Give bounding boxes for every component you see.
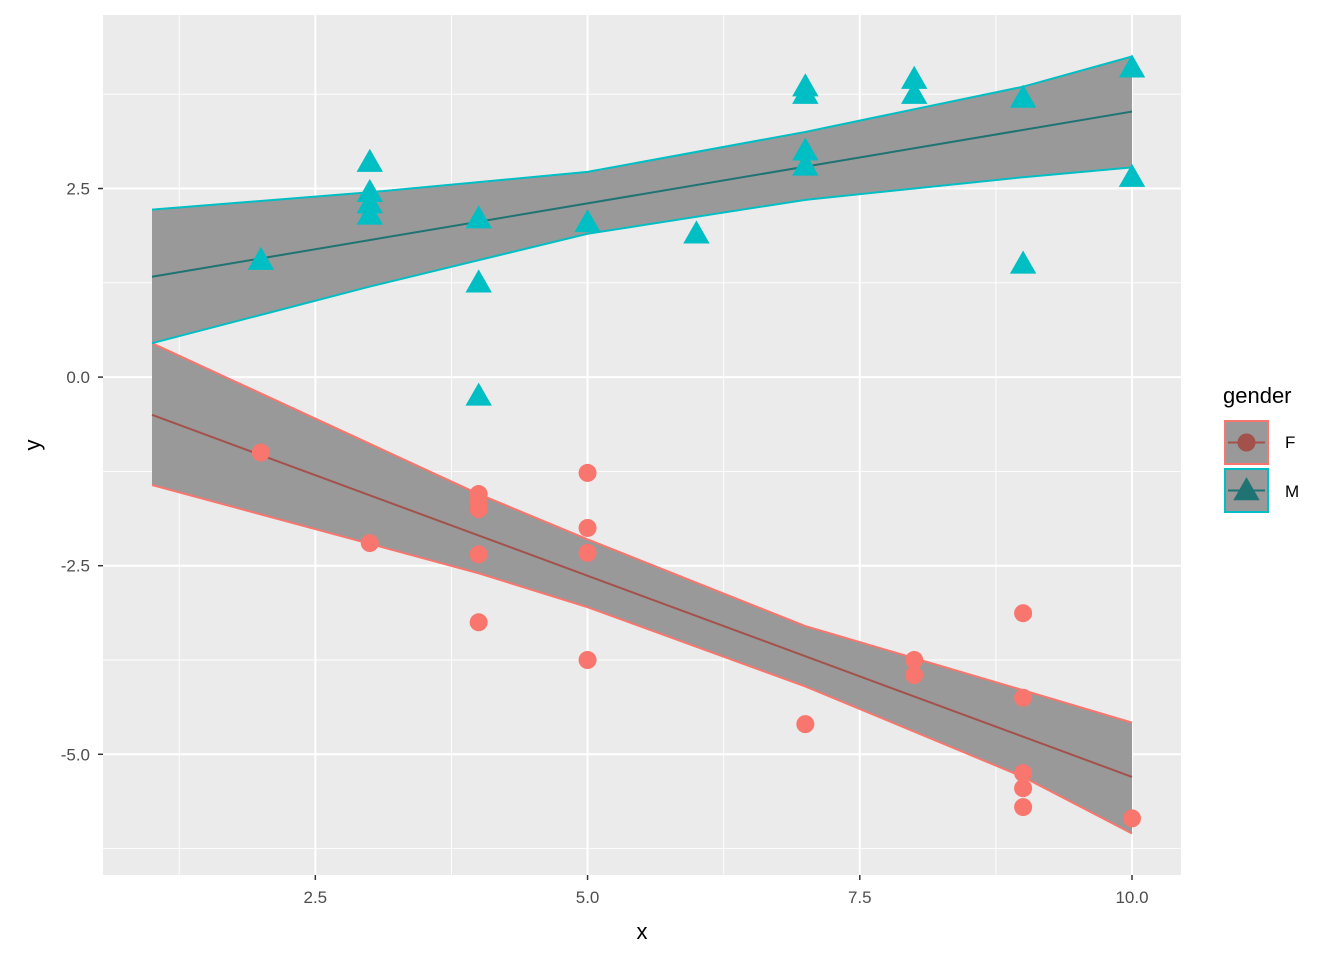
point-f bbox=[578, 651, 597, 669]
confidence-bands bbox=[151, 55, 1133, 835]
point-m bbox=[574, 209, 601, 233]
point-m bbox=[1009, 250, 1037, 274]
point-f bbox=[469, 500, 488, 519]
x-tick-label: 10.0 bbox=[1115, 888, 1148, 907]
legend-marker-m bbox=[1233, 477, 1260, 501]
point-f bbox=[1014, 798, 1033, 817]
data-points bbox=[247, 54, 1146, 828]
point-m bbox=[792, 152, 819, 176]
point-f bbox=[1014, 688, 1033, 707]
point-m bbox=[792, 80, 819, 104]
y-tick-label: 0.0 bbox=[66, 368, 90, 387]
band-upper-m bbox=[151, 55, 1133, 211]
point-f bbox=[578, 518, 597, 537]
point-f bbox=[1014, 604, 1033, 623]
point-m bbox=[901, 65, 928, 89]
legend: gender F M bbox=[1223, 383, 1299, 513]
point-f bbox=[578, 543, 597, 562]
point-m bbox=[356, 201, 383, 225]
point-m bbox=[465, 205, 492, 229]
band-upper-f bbox=[151, 342, 1133, 724]
point-m bbox=[1009, 84, 1037, 108]
point-f bbox=[578, 463, 597, 482]
fit-line-m bbox=[151, 110, 1133, 278]
x-axis: 2.5 5.0 7.5 10.0 bbox=[304, 875, 1149, 907]
legend-title: gender bbox=[1223, 383, 1292, 408]
point-f bbox=[1123, 809, 1141, 828]
band-lower-m bbox=[151, 166, 1133, 345]
point-m bbox=[465, 269, 492, 293]
y-tick-label: -5.0 bbox=[61, 745, 90, 764]
legend-marker-f bbox=[1237, 433, 1256, 452]
legend-label-f: F bbox=[1285, 433, 1295, 452]
y-axis: -5.0 -2.5 0.0 2.5 bbox=[61, 180, 103, 764]
x-tick-label: 2.5 bbox=[304, 888, 328, 907]
legend-keys bbox=[1224, 420, 1269, 513]
x-tick-label: 7.5 bbox=[848, 888, 872, 907]
point-f bbox=[1014, 779, 1033, 798]
y-axis-title: y bbox=[20, 440, 45, 451]
point-m bbox=[465, 382, 492, 406]
fit-lines bbox=[151, 110, 1133, 778]
point-f bbox=[469, 613, 488, 632]
fit-line-f bbox=[151, 413, 1133, 778]
band-m bbox=[152, 56, 1132, 344]
point-f bbox=[469, 545, 488, 564]
point-m bbox=[1118, 163, 1146, 187]
point-f bbox=[1014, 764, 1033, 783]
y-tick-label: -2.5 bbox=[61, 557, 90, 576]
point-f bbox=[905, 651, 924, 669]
point-f bbox=[796, 715, 815, 734]
point-f bbox=[251, 443, 270, 462]
point-m bbox=[901, 80, 928, 104]
point-m bbox=[792, 137, 819, 161]
band-f bbox=[152, 343, 1132, 834]
y-tick-label: 2.5 bbox=[66, 180, 90, 199]
point-m bbox=[683, 220, 710, 244]
x-axis-title: x bbox=[637, 919, 648, 944]
point-m bbox=[356, 148, 383, 172]
x-tick-label: 5.0 bbox=[576, 888, 600, 907]
legend-label-m: M bbox=[1285, 482, 1299, 501]
point-m bbox=[1118, 54, 1146, 78]
point-m bbox=[247, 246, 275, 270]
point-f bbox=[360, 534, 379, 553]
band-lower-f bbox=[151, 484, 1133, 835]
point-f bbox=[905, 666, 924, 685]
